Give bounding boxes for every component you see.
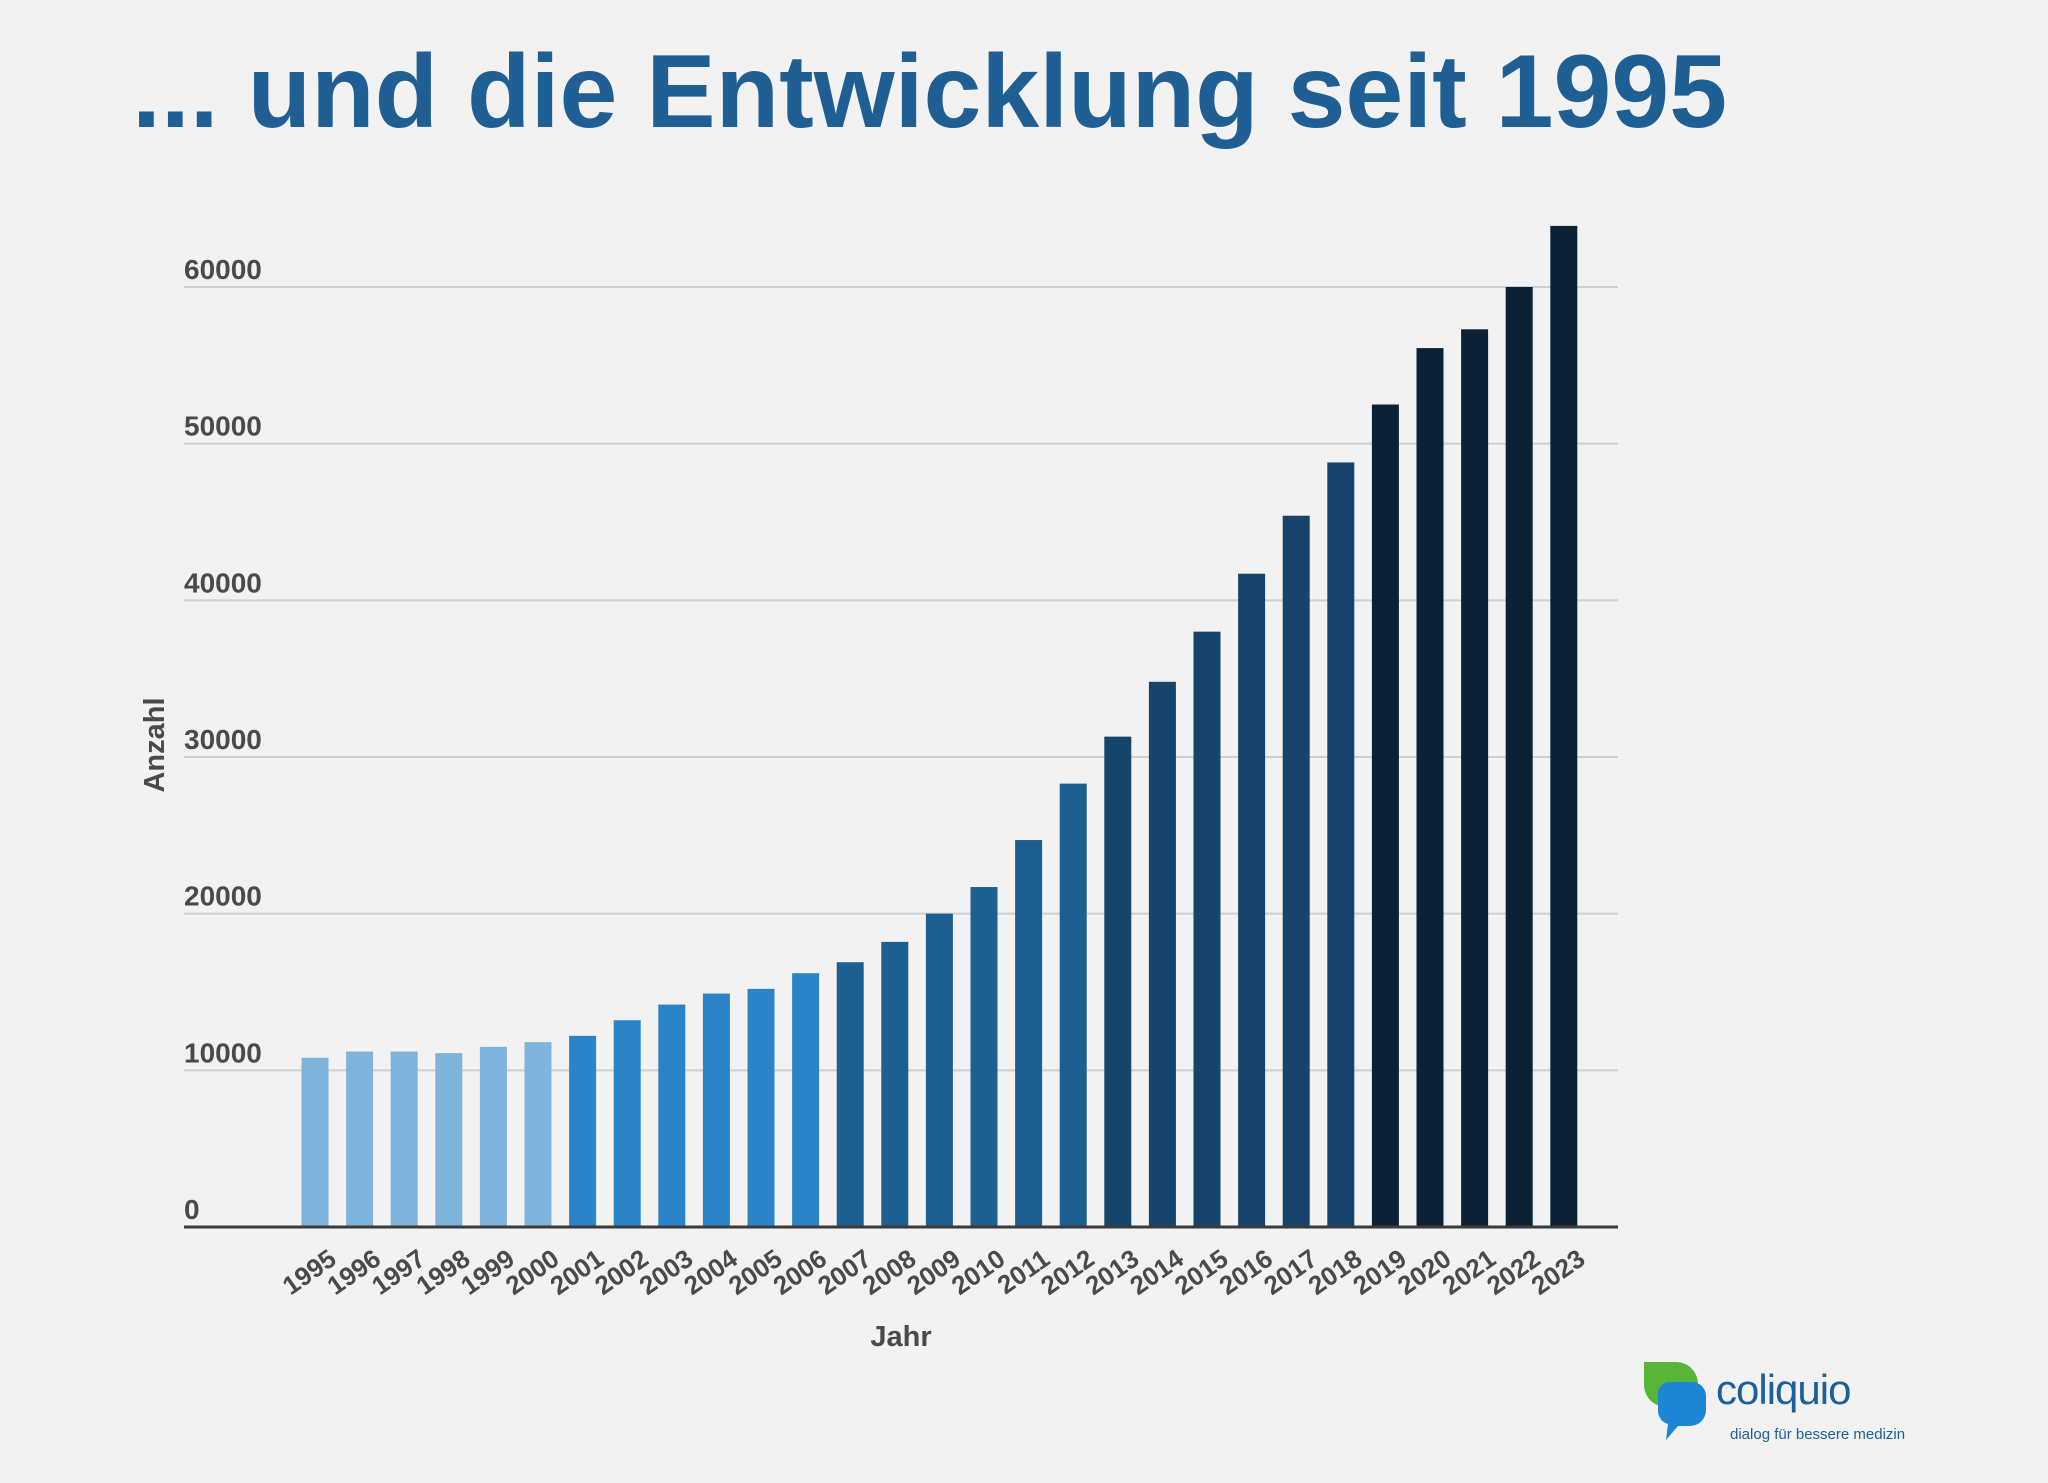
bar-2023 — [1550, 225, 1578, 1227]
y-tick-label: 10000 — [184, 1037, 262, 1068]
logo-tagline: dialog für bessere medizin — [1730, 1426, 1906, 1443]
bar-2008 — [881, 941, 909, 1227]
coliquio-logo: coliquio dialog für bessere medizin — [1640, 1360, 1940, 1450]
y-tick-label: 50000 — [184, 411, 262, 442]
x-tick-label: 2023 — [1526, 1243, 1591, 1301]
bar-2013 — [1104, 736, 1132, 1227]
bar-1995 — [301, 1057, 329, 1227]
bar-2007 — [836, 962, 864, 1227]
y-axis-ticks: 0 10000 20000 30000 40000 50000 60000 — [184, 254, 262, 1225]
y-tick-label: 0 — [184, 1194, 200, 1225]
x-axis-ticks: 1995199619971998199920002001200220032004… — [277, 1243, 1590, 1301]
bar-2015 — [1193, 631, 1221, 1227]
bar-2019 — [1371, 404, 1399, 1227]
bar-1996 — [346, 1051, 374, 1227]
y-tick-label: 40000 — [184, 567, 262, 598]
bar-1998 — [435, 1053, 463, 1227]
bar-2004 — [702, 993, 730, 1227]
y-tick-label: 60000 — [184, 254, 262, 285]
y-tick-label: 20000 — [184, 881, 262, 912]
y-tick-label: 30000 — [184, 724, 262, 755]
y-axis-title: Anzahl — [139, 697, 171, 792]
bar-1999 — [479, 1046, 507, 1227]
bar-2017 — [1282, 515, 1310, 1227]
bar-2009 — [925, 913, 953, 1227]
speech-bubble-icon — [1643, 1362, 1706, 1440]
bar-2021 — [1461, 329, 1489, 1227]
bar-2000 — [524, 1042, 552, 1227]
bar-1997 — [390, 1051, 418, 1227]
bar-2020 — [1416, 348, 1444, 1228]
bar-2010 — [970, 887, 998, 1227]
bar-2011 — [1015, 840, 1043, 1227]
bar-2016 — [1238, 573, 1266, 1227]
bar-2012 — [1059, 783, 1087, 1227]
bar-2018 — [1327, 462, 1355, 1227]
logo-wordmark: coliquio — [1716, 1366, 1851, 1413]
gridlines — [184, 286, 1618, 1072]
bar-2001 — [569, 1035, 597, 1227]
bar-2005 — [747, 988, 775, 1227]
bars — [301, 225, 1578, 1228]
slide-title: ... und die Entwicklung seit 1995 — [132, 34, 1728, 150]
bar-2003 — [658, 1004, 686, 1227]
blue-bubble-icon — [1657, 1382, 1706, 1440]
bar-2006 — [792, 973, 820, 1227]
bar-2022 — [1505, 287, 1533, 1227]
bar-2014 — [1148, 681, 1176, 1227]
x-axis-title: Jahr — [870, 1321, 931, 1353]
bar-2002 — [613, 1020, 641, 1227]
